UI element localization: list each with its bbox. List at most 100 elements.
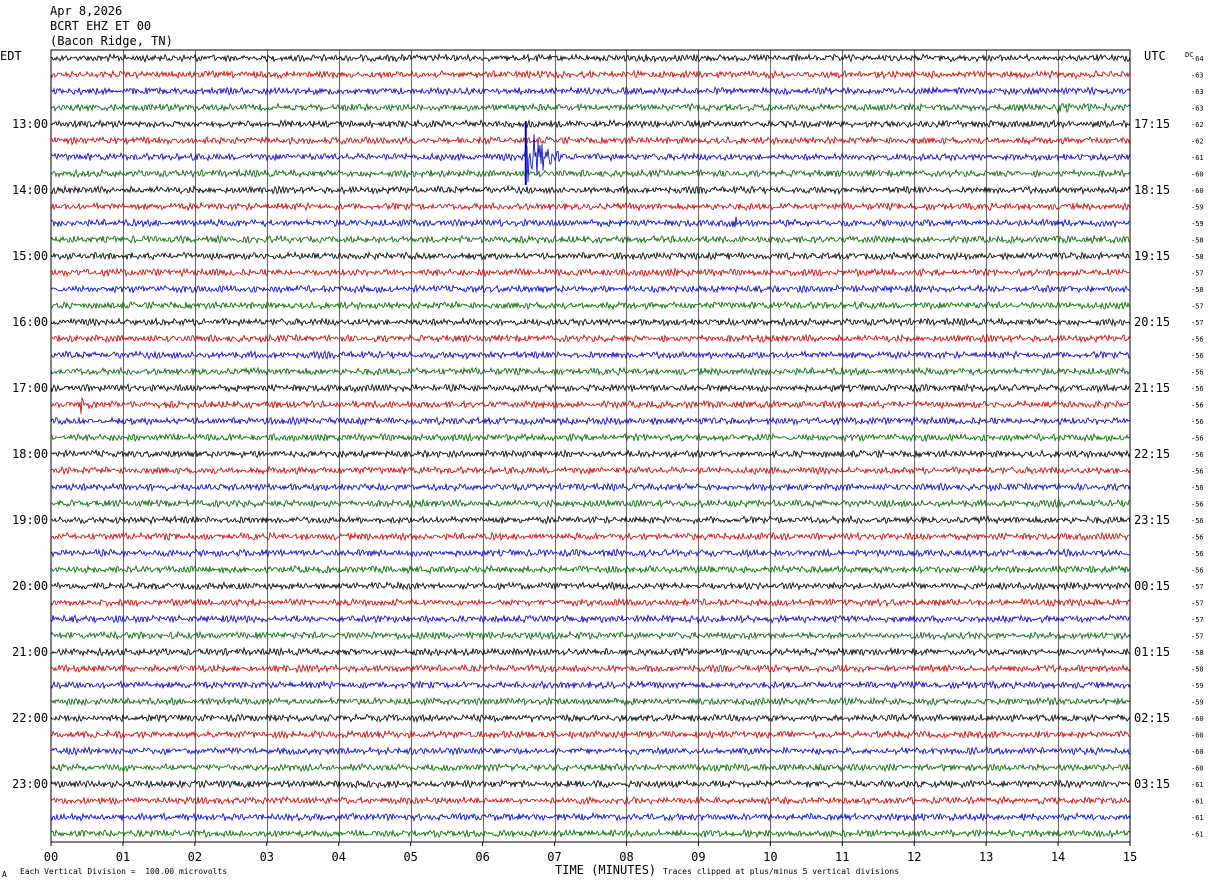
trace-row-2 [50, 85, 1131, 97]
left-axis-label: EDT [0, 49, 22, 63]
header-station: BCRT EHZ ET 00 [50, 19, 152, 33]
right-tick-label: 03:15 [1134, 777, 1170, 791]
trace-row-4 [50, 118, 1131, 130]
dc-offset-label: -60 [1191, 732, 1204, 740]
trace-row-34 [50, 613, 1131, 625]
right-tick-label: 17:15 [1134, 117, 1170, 131]
right-tick-label: 18:15 [1134, 183, 1170, 197]
trace-row-11 [50, 234, 1131, 245]
left-tick-label: 22:00 [12, 711, 48, 725]
trace-row-20 [50, 382, 1131, 394]
x-tick-label: 08 [619, 850, 633, 864]
trace-row-47 [50, 828, 1131, 839]
trace-row-27 [50, 498, 1131, 509]
corner-mark: A [2, 870, 7, 879]
dc-offset-label: -57 [1191, 319, 1204, 327]
trace-row-23 [50, 432, 1131, 443]
trace-row-5 [50, 135, 1131, 146]
trace-row-14 [50, 283, 1131, 295]
left-tick-label: 19:00 [12, 513, 48, 527]
dc-offset-label: -58 [1191, 253, 1204, 261]
trace-row-40 [50, 712, 1131, 724]
right-tick-label: 02:15 [1134, 711, 1170, 725]
x-tick-label: 13 [979, 850, 993, 864]
trace-row-37 [50, 663, 1131, 674]
trace-row-7 [50, 168, 1131, 179]
trace-row-9 [50, 201, 1131, 212]
dc-offset-label: -56 [1191, 385, 1204, 393]
left-tick-label: 21:00 [12, 645, 48, 659]
dc-offset-label: -57 [1191, 303, 1204, 311]
dc-offset-label: -57 [1191, 616, 1204, 624]
right-tick-label: 01:15 [1134, 645, 1170, 659]
dc-offset-label: -62 [1191, 121, 1204, 129]
dc-offset-label: -56 [1191, 435, 1204, 443]
dc-label: DC [1185, 51, 1193, 59]
clip-note: Traces clipped at plus/minus 5 vertical … [663, 867, 900, 876]
x-tick-label: 01 [116, 850, 130, 864]
dc-offset-label: -59 [1191, 204, 1204, 212]
dc-offset-label: -56 [1191, 336, 1204, 344]
dc-offset-label: -56 [1191, 418, 1204, 426]
dc-offset-label: -60 [1191, 187, 1204, 195]
left-tick-label: 18:00 [12, 447, 48, 461]
dc-offset-label: -64 [1191, 55, 1204, 63]
dc-offset-label: -58 [1191, 237, 1204, 245]
x-tick-label: 02 [188, 850, 202, 864]
trace-row-29 [50, 531, 1131, 542]
dc-offset-label: -59 [1191, 682, 1204, 690]
right-tick-label: 19:15 [1134, 249, 1170, 263]
dc-offset-label: -56 [1191, 484, 1204, 492]
trace-row-16 [50, 316, 1131, 328]
trace-row-45 [50, 795, 1131, 806]
trace-row-38 [50, 679, 1131, 690]
left-tick-label: 14:00 [12, 183, 48, 197]
dc-offset-label: -56 [1191, 517, 1204, 525]
trace-row-0 [50, 52, 1131, 64]
dc-offset-label: -61 [1191, 781, 1204, 789]
right-tick-label: 23:15 [1134, 513, 1170, 527]
trace-row-15 [50, 300, 1131, 311]
division-note: Each Vertical Division = 100.00 microvol… [20, 867, 228, 876]
trace-row-21 [50, 396, 1131, 414]
dc-offset-label: -58 [1191, 666, 1204, 674]
left-tick-label: 23:00 [12, 777, 48, 791]
x-tick-label: 14 [1051, 850, 1065, 864]
trace-row-19 [50, 366, 1131, 377]
trace-row-26 [50, 482, 1131, 493]
dc-offset-label: -56 [1191, 567, 1204, 575]
plot-frame [50, 49, 1131, 843]
trace-row-18 [50, 349, 1131, 361]
right-tick-label: 00:15 [1134, 579, 1170, 593]
trace-row-6 [50, 134, 1131, 183]
trace-row-39 [50, 696, 1131, 707]
dc-offset-label: -63 [1191, 72, 1204, 80]
dc-offset-label: -60 [1191, 765, 1204, 773]
trace-row-42 [51, 745, 1131, 757]
dc-offset-label: -59 [1191, 699, 1204, 707]
x-tick-label: 12 [907, 850, 921, 864]
trace-row-17 [50, 333, 1131, 344]
dc-offset-label: -63 [1191, 88, 1204, 96]
left-tick-label: 20:00 [12, 579, 48, 593]
trace-row-31 [50, 564, 1131, 575]
left-tick-label: 17:00 [12, 381, 48, 395]
dc-offset-label: -60 [1191, 748, 1204, 756]
right-tick-label: 22:15 [1134, 447, 1170, 461]
header-location: (Bacon Ridge, TN) [50, 34, 173, 48]
x-tick-label: 15 [1123, 850, 1137, 864]
dc-offset-label: -61 [1191, 831, 1204, 839]
dc-offset-label: -58 [1191, 286, 1204, 294]
trace-row-24 [50, 448, 1131, 460]
dc-offset-label: -56 [1191, 451, 1204, 459]
trace-row-44 [50, 779, 1131, 789]
x-tick-label: 09 [691, 850, 705, 864]
left-tick-label: 16:00 [12, 315, 48, 329]
dc-offset-label: -57 [1191, 583, 1204, 591]
header-date: Apr 8,2026 [50, 4, 123, 18]
dc-offset-label: -58 [1191, 649, 1204, 657]
x-tick-label: 05 [403, 850, 417, 864]
dc-offset-label: -63 [1191, 105, 1204, 113]
dc-offset-label: -57 [1191, 600, 1204, 608]
